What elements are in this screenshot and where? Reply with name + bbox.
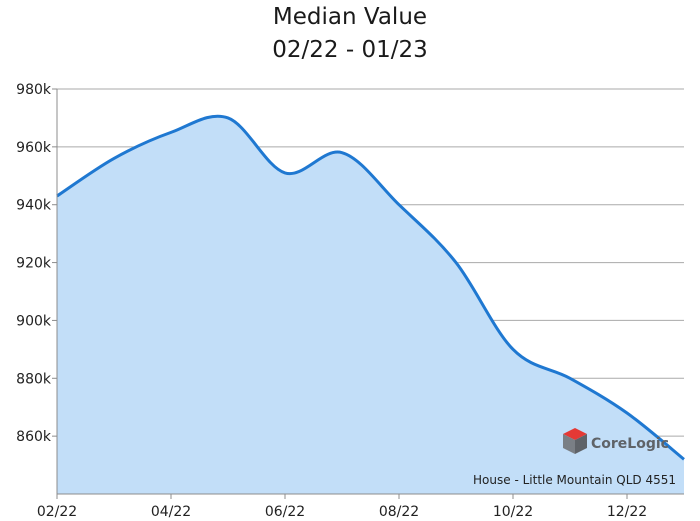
y-tick-label: 960k: [16, 140, 52, 156]
x-tick-label: 08/22: [379, 504, 419, 520]
chart-title: Median Value: [272, 4, 428, 30]
x-tick-label: 10/22: [493, 504, 533, 520]
y-tick-label: 860k: [16, 429, 52, 445]
brand-name: CoreLogic: [591, 436, 669, 452]
y-tick-label: 980k: [16, 82, 52, 98]
x-tick-label: 02/22: [37, 504, 77, 520]
x-tick-labels: 02/22 04/22 06/22 08/22 10/22 12/22: [37, 504, 647, 520]
y-tick-labels: 980k 960k 940k 920k 900k 880k 860k: [16, 82, 52, 445]
chart-caption: House - Little Mountain QLD 4551: [473, 473, 676, 487]
corelogic-logo-icon: [563, 428, 587, 454]
area-fill: [57, 116, 684, 495]
y-tick-label: 900k: [16, 313, 52, 329]
y-tick-label: 880k: [16, 371, 52, 387]
x-tick-label: 04/22: [151, 504, 191, 520]
x-tick-label: 12/22: [607, 504, 647, 520]
y-tick-label: 940k: [16, 198, 52, 214]
chart-subtitle: 02/22 - 01/23: [272, 37, 428, 63]
axes: [56, 89, 684, 499]
y-tick-label: 920k: [16, 256, 52, 272]
x-tick-label: 06/22: [265, 504, 305, 520]
series-line: [56, 114, 685, 461]
